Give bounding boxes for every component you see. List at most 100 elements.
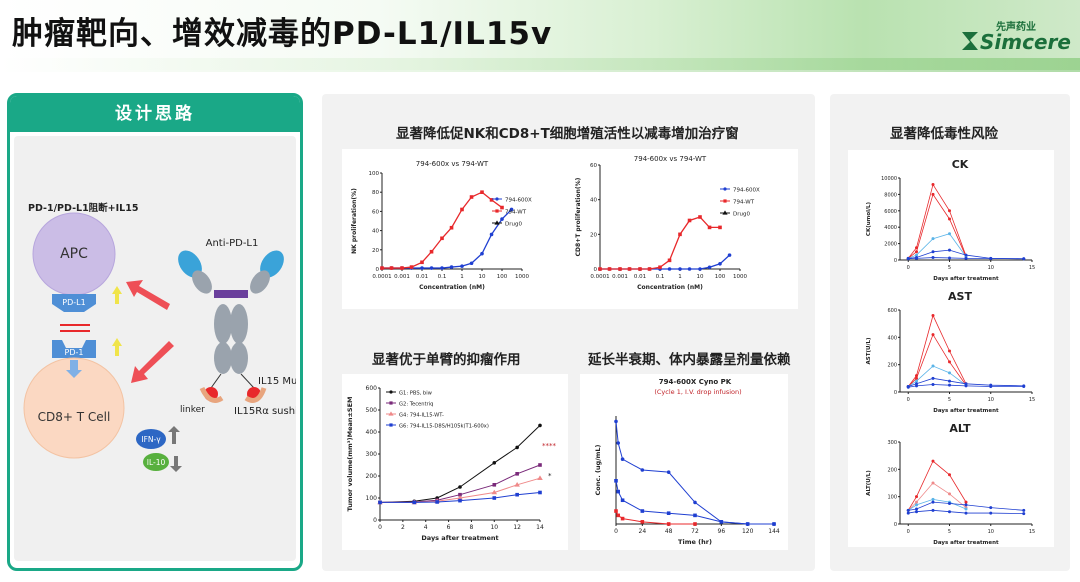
data-point	[915, 500, 918, 504]
x-tick-label: 1000	[515, 274, 529, 280]
data-point	[458, 498, 462, 503]
y-tick-label: 8000	[884, 192, 897, 198]
x-axis-label: Days after treatment	[421, 534, 498, 542]
data-point	[698, 215, 702, 219]
data-point	[687, 218, 692, 223]
x-tick-label: 120	[742, 528, 754, 535]
x-tick-label: 0.0001	[372, 274, 391, 280]
data-point	[489, 198, 494, 202]
data-point	[500, 205, 504, 210]
data-point	[616, 489, 620, 494]
y-tick-label: 20	[590, 232, 597, 238]
data-point	[931, 508, 935, 512]
data-point	[931, 459, 935, 463]
data-point	[515, 445, 519, 450]
x-tick-label: 10	[988, 529, 994, 535]
design-diagram: PD-1/PD-L1阻断+IL15 APC PD-L1 PD-1 CD8+ T …	[14, 136, 301, 561]
y-tick-label: 2000	[884, 242, 897, 248]
data-point	[492, 461, 497, 465]
data-point	[722, 210, 728, 215]
data-point	[388, 411, 394, 416]
y-axis-label: ALT(U/L)	[866, 470, 872, 496]
y-axis-label: AST(U/L)	[866, 337, 872, 364]
x-axis-label: Concentration (nM)	[637, 284, 703, 291]
legend-label: Drug0	[733, 212, 750, 218]
pd1-label: PD-1	[65, 348, 84, 357]
cd8-proliferation-chart: 0 20 40 60 0.0001 0.001 0.01 0.1 1 10 100 1000 Conce…	[575, 155, 760, 291]
efficacy-panel: 显著降低促NK和CD8+T细胞增殖活性以减毒增加治疗窗 0 20 40 60 80 100…	[322, 94, 815, 571]
data-point	[598, 267, 602, 271]
data-point	[931, 256, 935, 260]
data-point	[389, 390, 393, 394]
design-panel: 设计思路 PD-1/PD-L1阻断+IL15 APC PD-L1 PD-1 CD…	[7, 93, 303, 571]
data-point	[457, 495, 463, 500]
data-point	[906, 511, 910, 515]
data-point	[989, 511, 993, 515]
chart-subtitle: (Cycle 1, I.V. drop infusion)	[654, 388, 741, 396]
x-tick-label: 1000	[733, 274, 747, 280]
y-tick-label: 0	[373, 517, 377, 524]
x-tick-label: 0.001	[394, 274, 410, 280]
down-arrow-icon	[66, 360, 82, 378]
y-tick-label: 300	[366, 451, 378, 458]
x-axis-label: Days after treatment	[933, 408, 999, 414]
data-point	[915, 510, 918, 514]
y-tick-label: 0	[894, 522, 897, 528]
data-point	[948, 510, 951, 514]
data-point	[509, 207, 514, 212]
data-point	[429, 266, 434, 270]
data-point	[678, 267, 682, 271]
linker-label: linker	[180, 405, 205, 415]
y-tick-label: 500	[366, 407, 378, 414]
chart-title: CK	[952, 158, 969, 171]
data-point	[698, 267, 702, 271]
pk-card: 0 24 48 72 96 120 144 Time (hr) Conc. (ug/mL) 794…	[580, 374, 788, 550]
data-point	[494, 220, 500, 225]
significance-label: ****	[542, 442, 557, 450]
series-line	[382, 191, 503, 269]
x-tick-label: 72	[691, 528, 699, 535]
legend-label: 794-WT	[505, 210, 527, 216]
data-point	[409, 265, 414, 269]
y-tick-label: 40	[372, 229, 379, 235]
data-point	[620, 516, 625, 521]
x-tick-label: 15	[1029, 397, 1035, 403]
data-point	[931, 497, 935, 501]
il15mut-label: IL15 Mut	[258, 376, 296, 387]
y-tick-label: 40	[590, 198, 597, 204]
ck-chart: 0 2000 4000 6000 8000 10000 0 5 10 15 Days after t…	[866, 158, 1035, 282]
y-tick-label: 400	[887, 335, 897, 341]
legend-label: G2: Tecentriq	[399, 402, 433, 408]
data-point	[915, 253, 918, 257]
x-axis-label: Days after treatment	[933, 540, 999, 546]
tumor-card: 0 100 200 300 400 500 600 0 2 4 6 8 10 12 14 Days after…	[342, 374, 568, 550]
data-point	[948, 492, 951, 496]
data-point	[647, 267, 652, 271]
y-axis-label: Conc. (ug/mL)	[594, 444, 602, 495]
y-tick-label: 400	[366, 429, 378, 436]
data-point	[915, 384, 918, 388]
pdl1-receptor	[52, 294, 96, 312]
data-point	[495, 197, 499, 201]
x-tick-label: 10	[479, 274, 486, 280]
x-tick-label: 10	[697, 274, 704, 280]
y-tick-label: 20	[372, 248, 379, 254]
data-point	[460, 264, 464, 268]
data-point	[723, 187, 727, 191]
chart-title: 794-600x vs 794-WT	[634, 155, 707, 163]
data-point	[948, 371, 951, 375]
data-point	[538, 463, 542, 467]
logo-icon	[962, 32, 978, 50]
data-point	[440, 266, 444, 270]
x-tick-label: 2	[401, 524, 405, 531]
chart-title: 794-600x vs 794-WT	[416, 160, 489, 168]
data-point	[537, 475, 543, 480]
data-point	[693, 500, 697, 505]
ast-chart: 0 200 400 600 0 5 10 15 Days after treatment AST(…	[866, 290, 1035, 414]
up-arrow-icon	[168, 426, 180, 444]
data-point	[614, 479, 618, 483]
x-tick-label: 10	[490, 524, 498, 531]
y-tick-label: 200	[887, 467, 897, 473]
toxicity-panel: 显著降低毒性风险 0 2000 4000 6000 8000 10000 0 5 10 15 Day…	[830, 94, 1070, 571]
x-tick-label: 100	[497, 274, 508, 280]
